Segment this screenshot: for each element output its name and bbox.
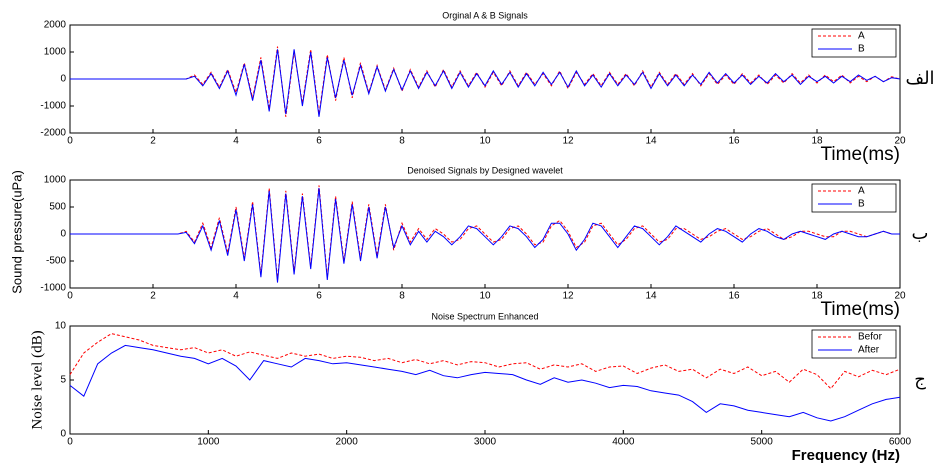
y-tick-label: 0 [60,429,66,440]
x-tick-label: 2 [150,136,156,147]
x-tick-label: 10 [479,291,491,302]
y-tick-label: 10 [55,321,67,332]
y-tick-label: 2000 [44,20,67,31]
y-tick-label: 1000 [44,175,67,186]
x-axis-label: Frequency (Hz) [792,447,900,464]
y-axis-label: Noise level (dB) [29,330,45,429]
x-tick-label: 2 [150,291,156,302]
x-tick-label: 16 [728,291,740,302]
y-tick-label: 1000 [44,47,67,58]
x-tick-label: 4 [233,291,239,302]
chart-title: Denoised Signals by Designed wavelet [407,165,563,175]
legend-box [811,183,897,213]
x-tick-label: 18 [811,136,823,147]
x-tick-label: 12 [562,136,574,147]
x-tick-label: 14 [645,291,657,302]
axes-frame [69,24,901,134]
x-tick-label: 12 [562,291,574,302]
x-axis-label: Time(ms) [821,299,901,320]
x-tick-label: 10 [479,136,491,147]
x-tick-label: 8 [399,136,405,147]
y-tick-label: -500 [46,256,66,267]
x-tick-label: 14 [645,136,657,147]
legend-label: A [858,31,865,42]
legend-label: B [858,199,865,210]
legend-box [811,28,897,58]
panel-label: الف [905,68,934,89]
y-tick-label: -1000 [40,101,66,112]
series-line [69,344,901,422]
legend-label: After [858,345,880,356]
y-axis-label: Sound pressure(uPa) [9,170,24,294]
x-tick-label: 5000 [751,437,774,448]
y-tick-label: -1000 [40,283,66,294]
x-tick-label: 6 [316,136,322,147]
legend-label: B [858,44,865,55]
chart-title: Orginal A & B Signals [442,10,528,20]
x-tick-label: 1000 [197,437,220,448]
y-tick-label: 5 [60,375,66,386]
y-tick-label: 0 [60,74,66,85]
x-tick-label: 4000 [612,437,635,448]
x-tick-label: 16 [728,136,740,147]
x-tick-label: 18 [811,291,823,302]
panel-label: ب [912,223,929,244]
legend-label: A [858,186,865,197]
x-tick-label: 3000 [474,437,497,448]
x-tick-label: 6000 [889,437,912,448]
x-axis-label: Time(ms) [821,144,901,165]
y-tick-label: -2000 [40,128,66,139]
series-line [70,49,901,117]
series-line [69,333,901,390]
chart-title: Noise Spectrum Enhanced [431,311,538,321]
x-tick-label: 0 [67,437,73,448]
x-tick-label: 20 [894,291,906,302]
x-tick-label: 0 [67,291,73,302]
legend-label: Befor [858,332,883,343]
y-tick-label: 0 [60,229,66,240]
legend-box [811,329,897,359]
y-tick-label: 500 [49,202,66,213]
panel-label: ج [914,369,926,390]
x-tick-label: 4 [233,136,239,147]
x-tick-label: 0 [67,136,73,147]
x-tick-label: 20 [894,136,906,147]
x-tick-label: 8 [399,291,405,302]
series-line [70,188,900,283]
axes-frame [69,325,901,435]
axes-frame [69,179,901,289]
x-tick-label: 2000 [336,437,359,448]
x-tick-label: 6 [316,291,322,302]
